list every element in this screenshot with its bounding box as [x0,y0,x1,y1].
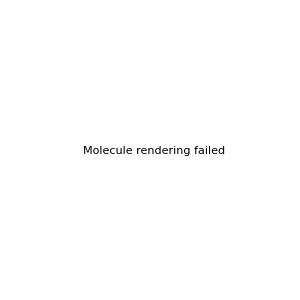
Text: Molecule rendering failed: Molecule rendering failed [83,146,225,157]
